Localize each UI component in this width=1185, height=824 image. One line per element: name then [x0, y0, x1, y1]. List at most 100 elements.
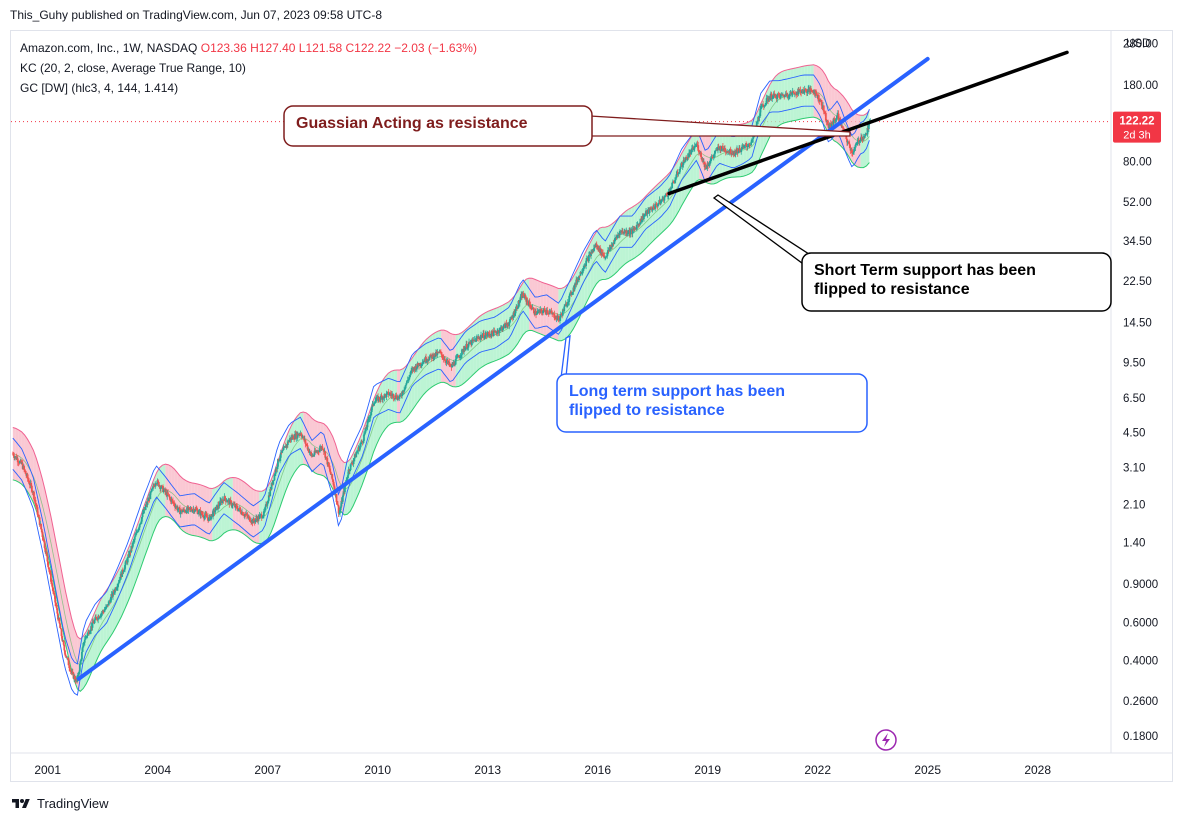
- candle-body: [410, 370, 413, 373]
- candle-body: [525, 297, 528, 302]
- candle-body: [394, 398, 396, 400]
- candle-body: [150, 491, 152, 493]
- candle-body: [248, 516, 251, 522]
- candle-body: [771, 98, 774, 100]
- candle-body: [758, 116, 761, 118]
- time-tick-label: 2025: [914, 763, 941, 777]
- candle-body: [229, 500, 232, 502]
- candle-body: [488, 333, 491, 336]
- candle-body: [197, 513, 200, 514]
- candle-body: [194, 508, 197, 511]
- price-tick-label: 22.50: [1123, 276, 1152, 288]
- candle-body: [426, 359, 429, 362]
- time-tick-label: 2016: [584, 763, 611, 777]
- short-term-callout-box[interactable]: [801, 252, 1112, 312]
- candle-body: [44, 547, 47, 553]
- candle-body: [153, 486, 156, 487]
- candle-body: [458, 356, 461, 358]
- last-price-badge[interactable]: [1113, 111, 1161, 143]
- candle-body: [860, 136, 863, 140]
- price-tick-label: 9.50: [1123, 357, 1145, 369]
- legend-gc-row[interactable]: GC [DW] (hlc3, 4, 144, 1.414): [20, 81, 179, 95]
- candle-body: [362, 440, 365, 443]
- callouts[interactable]: Guassian Acting as resistance Short Term …: [283, 105, 1112, 433]
- candle-body: [215, 507, 217, 511]
- candle-body: [383, 394, 386, 399]
- candle-body: [627, 233, 630, 234]
- candle-body: [71, 671, 74, 673]
- candle-body: [654, 204, 657, 209]
- candle-body: [113, 592, 116, 594]
- lightning-icon[interactable]: [875, 729, 897, 751]
- candle-body: [623, 231, 626, 234]
- candle-body: [811, 90, 814, 93]
- candle-body: [810, 88, 812, 91]
- candle-body: [748, 144, 751, 146]
- candle-body: [280, 452, 283, 454]
- candle-body: [702, 158, 705, 162]
- candle-body: [167, 494, 170, 496]
- candle-body: [792, 91, 795, 93]
- candle-body: [750, 139, 753, 143]
- candle-body: [88, 632, 91, 634]
- candle-body: [315, 451, 318, 453]
- candle-body: [568, 296, 571, 302]
- candle-body: [351, 463, 353, 464]
- candle-body: [487, 332, 490, 334]
- candle-body: [669, 188, 672, 193]
- long-term-trendline[interactable]: [76, 56, 930, 681]
- candle-body: [348, 470, 351, 472]
- candle-body: [461, 349, 463, 355]
- candle-body: [267, 500, 269, 504]
- legend-kc-row[interactable]: KC (20, 2, close, Average True Range, 10…: [20, 61, 246, 75]
- candle-body: [246, 515, 249, 518]
- candle-body: [47, 566, 50, 570]
- candle-body: [141, 513, 144, 518]
- tradingview-brand[interactable]: TradingView: [10, 796, 109, 811]
- candle-body: [92, 621, 95, 623]
- candle-body: [572, 287, 575, 292]
- candle-body: [85, 636, 88, 637]
- price-tick-label: 280.00: [1123, 39, 1158, 51]
- candle-body: [703, 161, 706, 168]
- candle-body: [171, 499, 174, 501]
- candle-body: [221, 499, 224, 503]
- candle-body: [91, 621, 94, 628]
- candle-body: [712, 154, 715, 158]
- long-term-callout-box[interactable]: [556, 373, 868, 433]
- lightning-bolt-shape: [882, 733, 890, 747]
- candle-body: [858, 141, 861, 143]
- candle-body: [571, 291, 574, 294]
- candle-body: [347, 469, 350, 476]
- candle-body: [611, 243, 614, 247]
- candle-body: [276, 466, 279, 470]
- candle-body: [202, 514, 205, 518]
- candle-body: [177, 507, 180, 510]
- candle-body: [327, 462, 330, 467]
- candle-body: [59, 627, 62, 630]
- candle-body: [210, 516, 212, 520]
- candle-body: [805, 89, 808, 93]
- gaussian-resistance-callout-box[interactable]: [283, 105, 593, 147]
- candle-body: [422, 362, 425, 364]
- candle-body: [695, 145, 698, 147]
- candle-body: [123, 569, 126, 572]
- trendlines[interactable]: [76, 50, 1069, 681]
- short-term-trendline[interactable]: [667, 50, 1069, 196]
- candle-body: [201, 514, 204, 516]
- candle-body: [328, 466, 331, 469]
- candle-body: [683, 160, 686, 162]
- candle-body: [388, 394, 391, 396]
- candle-body: [147, 500, 150, 502]
- candle-body: [637, 224, 640, 226]
- time-axis[interactable]: 2001 2004 2007 2010 2013 2016 2019 2022 2025 2028: [34, 729, 1051, 777]
- legend-symbol-row[interactable]: Amazon.com, Inc., 1W, NASDAQ O123.36 H12…: [20, 38, 477, 58]
- candle-body: [567, 301, 570, 303]
- candle-body: [578, 275, 581, 277]
- candle-body: [688, 152, 690, 158]
- candle-body: [83, 639, 86, 643]
- candle-body: [195, 508, 198, 510]
- price-axis[interactable]: 280.00 180.00 80.00 52.00 34.50 22.50 14.50 9.5…: [1113, 39, 1161, 743]
- candle-body: [263, 510, 266, 512]
